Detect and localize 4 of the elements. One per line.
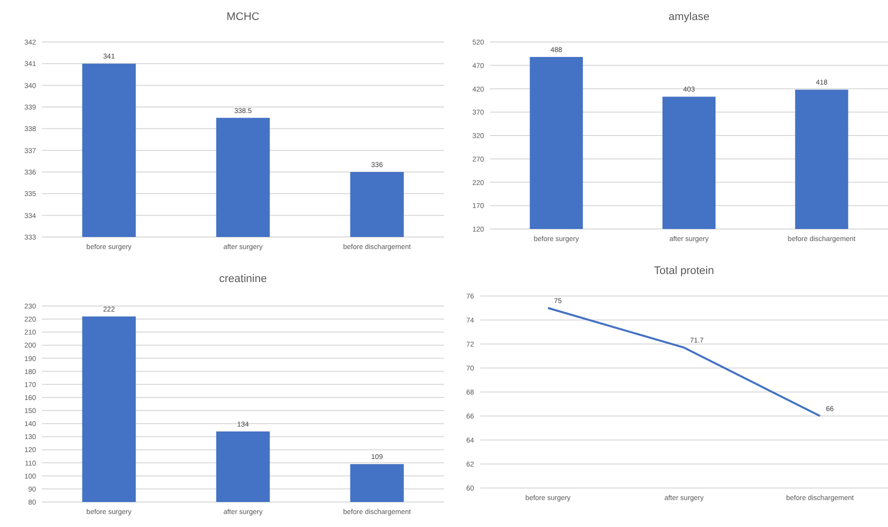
chart-title: creatinine xyxy=(219,273,267,285)
chart-title: Total protein xyxy=(654,265,714,277)
chart-title: MCHC xyxy=(226,11,260,23)
chart-title: amylase xyxy=(668,11,710,23)
